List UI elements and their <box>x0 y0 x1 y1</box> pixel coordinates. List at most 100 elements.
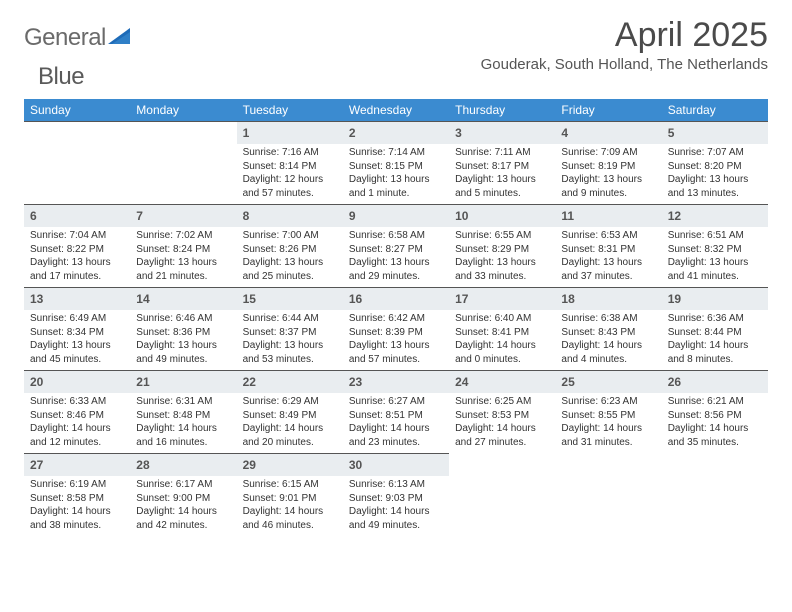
day-details: Sunrise: 6:36 AMSunset: 8:44 PMDaylight:… <box>662 310 768 370</box>
day-details: Sunrise: 7:00 AMSunset: 8:26 PMDaylight:… <box>237 227 343 287</box>
day-details: Sunrise: 7:07 AMSunset: 8:20 PMDaylight:… <box>662 144 768 204</box>
day-details: Sunrise: 7:02 AMSunset: 8:24 PMDaylight:… <box>130 227 236 287</box>
day-number: 28 <box>136 458 149 472</box>
day-details: Sunrise: 6:25 AMSunset: 8:53 PMDaylight:… <box>449 393 555 453</box>
day-number-strip: 11 <box>555 205 661 227</box>
day-number: 29 <box>243 458 256 472</box>
day-cell: 29 Sunrise: 6:15 AMSunset: 9:01 PMDayligh… <box>237 454 343 537</box>
day-cell: 12Sunrise: 6:51 AMSunset: 8:32 PMDayligh… <box>662 205 768 288</box>
day-details: Sunrise: 6:21 AMSunset: 8:56 PMDaylight:… <box>662 393 768 453</box>
day-number-strip: 7 <box>130 205 236 227</box>
day-cell: 1Sunrise: 7:16 AMSunset: 8:14 PMDaylight… <box>237 122 343 205</box>
day-cell: 28Sunrise: 6:17 AMSunset: 9:00 PMDayligh… <box>130 454 236 537</box>
day-number: 17 <box>455 292 468 306</box>
day-details: Sunrise: 6:13 AMSunset: 9:03 PMDaylight:… <box>343 476 449 536</box>
day-cell: 17 Sunrise: 6:40 AMSunset: 8:41 PMDayligh… <box>449 288 555 371</box>
day-cell: 7 Sunrise: 7:02 AMSunset: 8:24 PMDaylight… <box>130 205 236 288</box>
day-number: 21 <box>136 375 149 389</box>
day-number: 7 <box>136 209 143 223</box>
empty-cell <box>662 454 768 537</box>
day-cell: 16 Sunrise: 6:42 AMSunset: 8:39 PMDayligh… <box>343 288 449 371</box>
day-number: 16 <box>349 292 362 306</box>
day-details: Sunrise: 6:19 AMSunset: 8:58 PMDaylight:… <box>24 476 130 536</box>
day-details: Sunrise: 6:29 AMSunset: 8:49 PMDaylight:… <box>237 393 343 453</box>
day-cell: 9 Sunrise: 6:58 AMSunset: 8:27 PMDaylight… <box>343 205 449 288</box>
day-number-strip: 24 <box>449 371 555 393</box>
title-block: April 2025 Gouderak, South Holland, The … <box>481 18 768 73</box>
day-cell: 25 Sunrise: 6:23 AMSunset: 8:55 PMDayligh… <box>555 371 661 454</box>
day-number: 4 <box>561 126 568 140</box>
day-number-strip: 14 <box>130 288 236 310</box>
day-cell: 14 Sunrise: 6:46 AMSunset: 8:36 PMDayligh… <box>130 288 236 371</box>
calendar-row: 27Sunrise: 6:19 AMSunset: 8:58 PMDayligh… <box>24 454 768 537</box>
day-cell: 2Sunrise: 7:14 AMSunset: 8:15 PMDaylight… <box>343 122 449 205</box>
logo: General <box>24 18 136 52</box>
day-number: 5 <box>668 126 675 140</box>
day-cell: 21 Sunrise: 6:31 AMSunset: 8:48 PMDayligh… <box>130 371 236 454</box>
weekday-header: Sunday <box>24 99 130 122</box>
weekday-header: Tuesday <box>237 99 343 122</box>
day-cell: 15 Sunrise: 6:44 AMSunset: 8:37 PMDayligh… <box>237 288 343 371</box>
month-title: April 2025 <box>481 18 768 52</box>
day-number: 8 <box>243 209 250 223</box>
day-cell: 30Sunrise: 6:13 AMSunset: 9:03 PMDayligh… <box>343 454 449 537</box>
day-details: Sunrise: 6:27 AMSunset: 8:51 PMDaylight:… <box>343 393 449 453</box>
calendar-row: 1Sunrise: 7:16 AMSunset: 8:14 PMDaylight… <box>24 122 768 205</box>
day-number-strip: 28 <box>130 454 236 476</box>
day-number: 2 <box>349 126 356 140</box>
day-details: Sunrise: 6:23 AMSunset: 8:55 PMDaylight:… <box>555 393 661 453</box>
day-details: Sunrise: 6:46 AMSunset: 8:36 PMDaylight:… <box>130 310 236 370</box>
day-details: Sunrise: 6:40 AMSunset: 8:41 PMDaylight:… <box>449 310 555 370</box>
weekday-header: Saturday <box>662 99 768 122</box>
day-number: 9 <box>349 209 356 223</box>
day-number: 24 <box>455 375 468 389</box>
day-details: Sunrise: 6:44 AMSunset: 8:37 PMDaylight:… <box>237 310 343 370</box>
day-cell: 10 Sunrise: 6:55 AMSunset: 8:29 PMDayligh… <box>449 205 555 288</box>
day-number-strip: 15 <box>237 288 343 310</box>
day-number-strip: 12 <box>662 205 768 227</box>
day-details: Sunrise: 6:49 AMSunset: 8:34 PMDaylight:… <box>24 310 130 370</box>
day-cell: 11Sunrise: 6:53 AMSunset: 8:31 PMDayligh… <box>555 205 661 288</box>
day-details: Sunrise: 6:42 AMSunset: 8:39 PMDaylight:… <box>343 310 449 370</box>
day-cell: 22Sunrise: 6:29 AMSunset: 8:49 PMDayligh… <box>237 371 343 454</box>
day-cell: 8 Sunrise: 7:00 AMSunset: 8:26 PMDaylight… <box>237 205 343 288</box>
day-number-strip: 20 <box>24 371 130 393</box>
day-number: 15 <box>243 292 256 306</box>
calendar-body: 1Sunrise: 7:16 AMSunset: 8:14 PMDaylight… <box>24 122 768 537</box>
calendar-row: 13Sunrise: 6:49 AMSunset: 8:34 PMDayligh… <box>24 288 768 371</box>
day-details: Sunrise: 6:15 AMSunset: 9:01 PMDaylight:… <box>237 476 343 536</box>
day-number-strip: 6 <box>24 205 130 227</box>
day-details: Sunrise: 6:58 AMSunset: 8:27 PMDaylight:… <box>343 227 449 287</box>
logo-triangle-icon <box>108 26 134 51</box>
day-cell: 6Sunrise: 7:04 AMSunset: 8:22 PMDaylight… <box>24 205 130 288</box>
day-number: 10 <box>455 209 468 223</box>
day-number-strip: 18 <box>555 288 661 310</box>
day-number: 18 <box>561 292 574 306</box>
day-number-strip: 22 <box>237 371 343 393</box>
day-cell: 5 Sunrise: 7:07 AMSunset: 8:20 PMDaylight… <box>662 122 768 205</box>
weekday-header-row: SundayMondayTuesdayWednesdayThursdayFrid… <box>24 99 768 122</box>
day-cell: 24 Sunrise: 6:25 AMSunset: 8:53 PMDayligh… <box>449 371 555 454</box>
day-details: Sunrise: 6:51 AMSunset: 8:32 PMDaylight:… <box>662 227 768 287</box>
day-cell: 3Sunrise: 7:11 AMSunset: 8:17 PMDaylight… <box>449 122 555 205</box>
day-details: Sunrise: 7:16 AMSunset: 8:14 PMDaylight:… <box>237 144 343 204</box>
day-number-strip: 1 <box>237 122 343 144</box>
day-cell: 4Sunrise: 7:09 AMSunset: 8:19 PMDaylight… <box>555 122 661 205</box>
day-number: 14 <box>136 292 149 306</box>
day-details: Sunrise: 6:55 AMSunset: 8:29 PMDaylight:… <box>449 227 555 287</box>
day-number-strip: 21 <box>130 371 236 393</box>
location-subtitle: Gouderak, South Holland, The Netherlands <box>481 56 768 73</box>
day-details: Sunrise: 6:38 AMSunset: 8:43 PMDaylight:… <box>555 310 661 370</box>
day-number-strip: 17 <box>449 288 555 310</box>
day-details: Sunrise: 6:53 AMSunset: 8:31 PMDaylight:… <box>555 227 661 287</box>
day-cell: 13Sunrise: 6:49 AMSunset: 8:34 PMDayligh… <box>24 288 130 371</box>
day-number: 25 <box>561 375 574 389</box>
weekday-header: Thursday <box>449 99 555 122</box>
day-number: 23 <box>349 375 362 389</box>
calendar-row: 6Sunrise: 7:04 AMSunset: 8:22 PMDaylight… <box>24 205 768 288</box>
day-details: Sunrise: 6:31 AMSunset: 8:48 PMDaylight:… <box>130 393 236 453</box>
day-cell: 19Sunrise: 6:36 AMSunset: 8:44 PMDayligh… <box>662 288 768 371</box>
day-number-strip: 10 <box>449 205 555 227</box>
day-number-strip: 19 <box>662 288 768 310</box>
empty-cell <box>555 454 661 537</box>
